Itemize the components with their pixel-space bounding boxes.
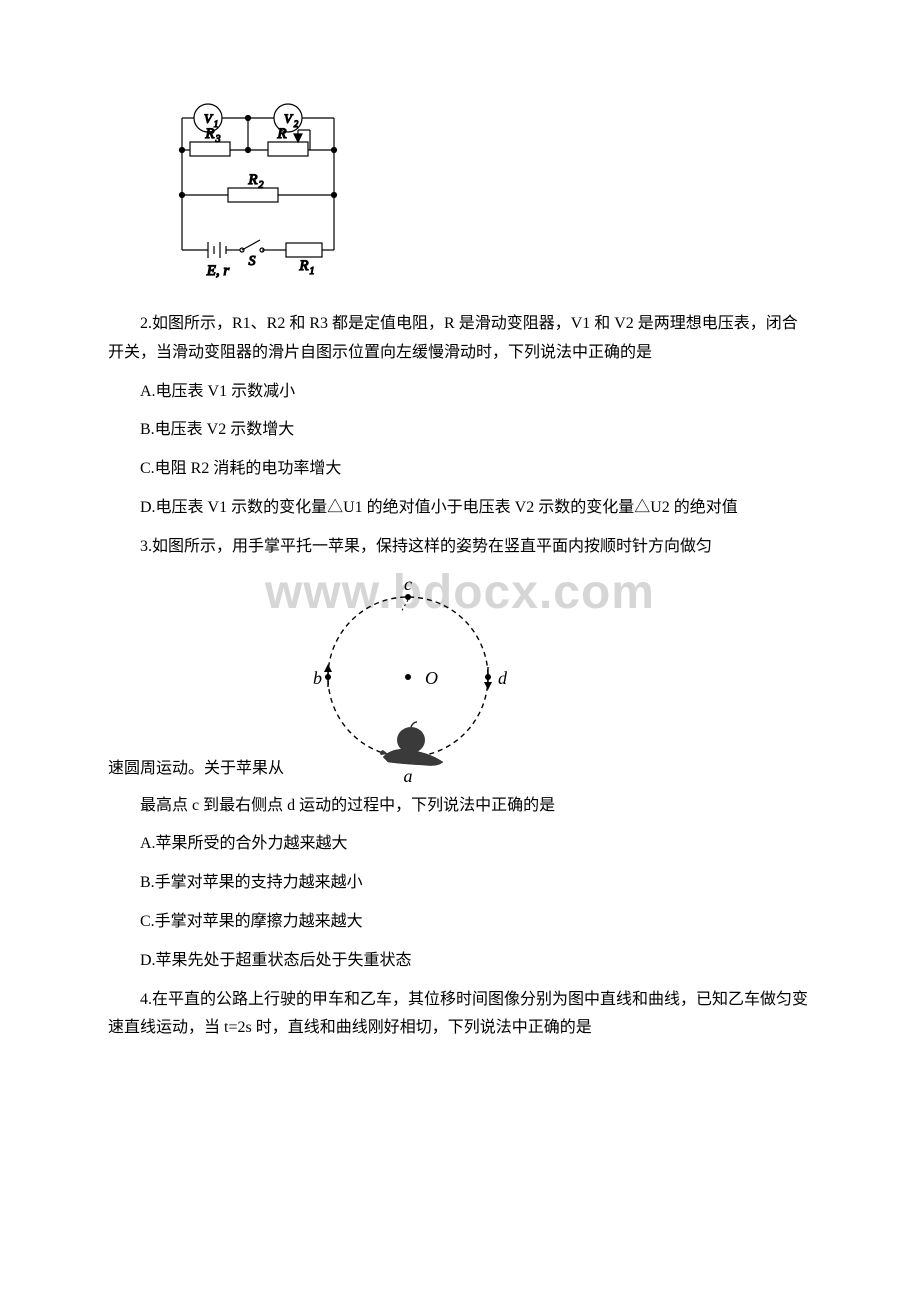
svg-text:S: S xyxy=(249,254,256,269)
svg-text:3: 3 xyxy=(215,134,221,145)
svg-text:2: 2 xyxy=(294,119,299,129)
q2-option-b: B.电压表 V2 示数增大 xyxy=(108,416,812,445)
svg-text:c: c xyxy=(404,574,412,594)
svg-text:2: 2 xyxy=(259,180,264,191)
svg-text:R: R xyxy=(298,258,308,274)
circuit-diagram: V 1 V 2 xyxy=(168,100,348,290)
svg-text:R: R xyxy=(247,172,257,188)
page-content: V 1 V 2 xyxy=(108,100,812,1043)
q3-option-a: A.苹果所受的合外力越来越大 xyxy=(108,830,812,859)
svg-text:O: O xyxy=(425,668,438,688)
svg-text:d: d xyxy=(498,668,508,688)
svg-text:E, r: E, r xyxy=(206,263,230,279)
q2-option-c: C.电阻 R2 消耗的电功率增大 xyxy=(108,455,812,484)
q3-option-c: C.手掌对苹果的摩擦力越来越大 xyxy=(108,908,812,937)
q3-stem-part2: 速圆周运动。关于苹果从 xyxy=(108,755,284,784)
q2-option-a: A.电压表 V1 示数减小 xyxy=(108,378,812,407)
q4-stem: 4.在平直的公路上行驶的甲车和乙车，其位移时间图像分别为图中直线和曲线，已知乙车… xyxy=(108,986,812,1044)
q3-diagram-line: 速圆周运动。关于苹果从 O c d b xyxy=(108,572,812,792)
svg-text:a: a xyxy=(404,766,413,786)
q2-option-d: D.电压表 V1 示数的变化量△U1 的绝对值小于电压表 V2 示数的变化量△U… xyxy=(108,494,812,523)
circle-diagram: O c d b a xyxy=(293,572,523,792)
svg-text:1: 1 xyxy=(310,266,315,277)
q3-stem-part3: 最高点 c 到最右侧点 d 运动的过程中，下列说法中正确的是 xyxy=(108,792,812,821)
svg-text:V: V xyxy=(204,111,214,126)
q2-stem: 2.如图所示，R1、R2 和 R3 都是定值电阻，R 是滑动变阻器，V1 和 V… xyxy=(108,310,812,368)
q3-option-d: D.苹果先处于超重状态后处于失重状态 xyxy=(108,947,812,976)
svg-text:b: b xyxy=(313,668,322,688)
q3-stem-part1: 3.如图所示，用手掌平托一苹果，保持这样的姿势在竖直平面内按顺时针方向做匀 xyxy=(108,533,812,562)
svg-text:R: R xyxy=(276,126,286,142)
svg-text:R: R xyxy=(204,126,214,142)
q3-option-b: B.手掌对苹果的支持力越来越小 xyxy=(108,869,812,898)
svg-text:V: V xyxy=(284,111,294,126)
